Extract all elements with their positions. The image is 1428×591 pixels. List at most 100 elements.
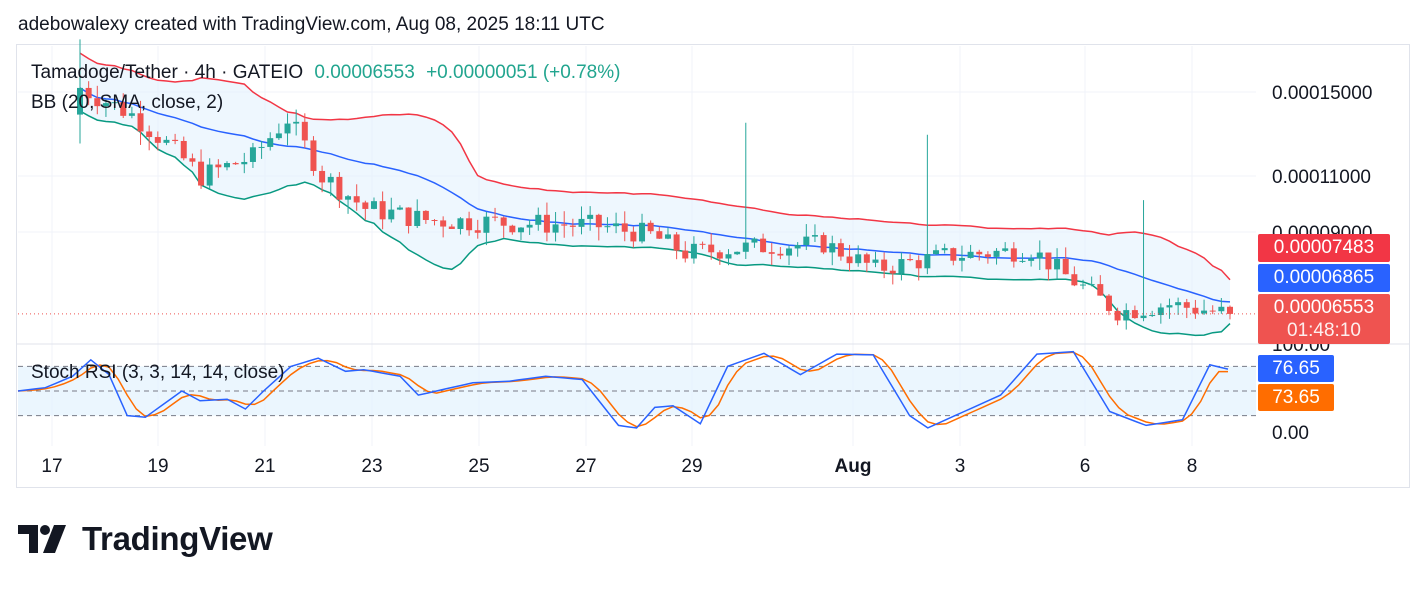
candle-body [1218,306,1225,312]
tradingview-logo[interactable]: TradingView [18,520,273,558]
bar-countdown: 01:48:10 [1287,320,1361,341]
tradingview-logo-text: TradingView [82,520,273,557]
candle-body [466,218,473,231]
candle-body [1002,248,1009,251]
time-axis-label: 21 [254,456,275,477]
candle-body [1045,252,1052,270]
candle-body [102,103,109,107]
tradingview-logo-icon [18,525,66,553]
candle-body [630,231,637,242]
candle-body [1010,248,1017,262]
last-price-value: 0.00006553 [1273,297,1375,318]
candle-body [353,196,360,203]
candle-body [1105,295,1112,311]
time-axis-label: 25 [468,456,489,477]
candle-body [993,250,1000,257]
candle-body [1209,310,1216,312]
candle-body [345,196,352,200]
candle-body [111,102,118,104]
candle-body [1157,307,1164,316]
candle-body [509,225,516,233]
candle-body [189,158,196,162]
stoch-d-tag: 73.65 [1258,384,1334,411]
candle-body [1028,258,1035,261]
candle-body [915,260,922,269]
candle-body [561,224,568,226]
last-price-tag: 0.00006553 01:48:10 [1258,294,1390,344]
candle-body [336,176,343,200]
stoch-k-tag: 76.65 [1258,355,1334,382]
candle-body [734,251,741,255]
candle-body [1088,284,1095,286]
time-axis-label: 3 [955,456,966,477]
stoch-band-fill [18,366,1256,416]
candle-body [405,207,412,226]
candle-body [742,242,749,252]
candle-body [180,140,187,159]
candle-body [388,209,395,220]
candle-body [682,250,689,259]
candle-body [984,254,991,257]
candle-body [898,259,905,274]
candle-body [492,216,499,218]
candle-body [803,236,810,246]
candle-body [1149,315,1156,317]
candle-body [889,270,896,274]
time-axis-label: 8 [1187,456,1198,477]
candle-body [725,254,732,259]
upper-band-price-tag: 0.00007483 [1258,234,1390,262]
candle-body [664,234,671,239]
candle-body [976,251,983,255]
candle-body [267,138,274,147]
candle-body [1071,274,1078,286]
candle-body [777,253,784,256]
candle-body [137,113,144,132]
bollinger-lower-line [79,110,1231,337]
candle-body [690,243,697,259]
candle-body [206,164,213,186]
candle-body [846,256,853,264]
candle-body [258,146,265,148]
candle-body [881,259,888,271]
candle-body [751,238,758,243]
time-axis-label: 6 [1080,456,1091,477]
bb-legend[interactable]: BB (20, SMA, close, 2) [31,92,224,113]
price-axis-label: 0.00015000 [1272,83,1372,104]
candle-body [604,226,611,228]
time-axis-label: 19 [147,456,168,477]
candle-body [1175,302,1182,306]
candle-body [379,201,386,220]
time-axis-label: 17 [41,456,62,477]
time-axis-label: 23 [361,456,382,477]
candle-body [1114,310,1121,321]
candle-body [396,207,403,210]
candle-body [500,217,507,226]
time-axis-label: Aug [835,456,872,477]
candle-body [794,245,801,249]
candle-body [1036,252,1043,259]
candle-body [1019,260,1026,262]
chart-frame[interactable] [16,44,1410,488]
candle-body [431,219,438,221]
candle-body [587,214,594,219]
candle-body [941,248,948,251]
stoch-legend[interactable]: Stoch RSI (3, 3, 14, 14, close) [31,362,285,383]
candle-body [811,235,818,237]
candle-body [474,230,481,233]
symbol-title[interactable]: Tamadoge/Tether · 4h · GATEIO [31,62,304,83]
candle-body [967,251,974,258]
candle-body [85,87,92,99]
candle-body [708,244,715,253]
candle-body [223,163,230,168]
candle-body [94,98,101,107]
candle-body [146,131,153,138]
last-price-legend: 0.00006553 [314,62,415,83]
candle-body [526,224,533,228]
candle-body [422,210,429,220]
candles [77,39,1233,330]
candle-body [569,225,576,227]
candle-body [249,147,256,162]
time-axis-label: 29 [681,456,702,477]
candle-body [958,257,965,261]
